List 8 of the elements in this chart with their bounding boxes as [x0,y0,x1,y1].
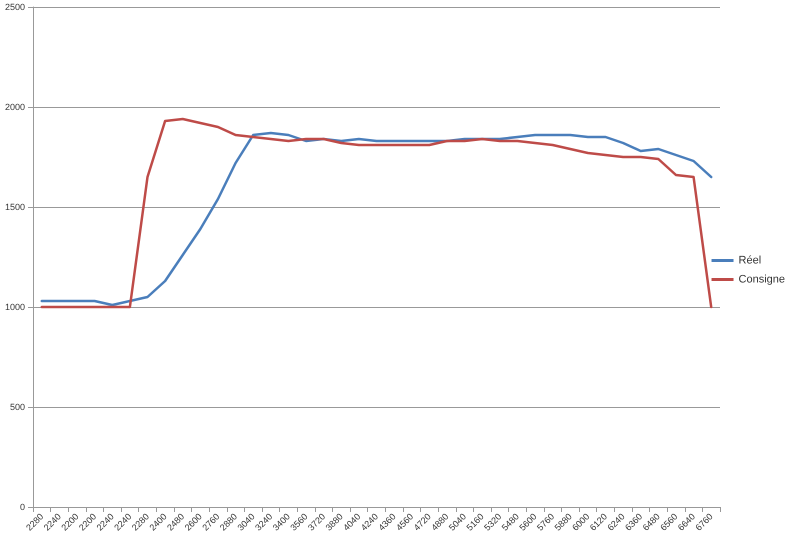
legend-label: Consigne [738,274,786,286]
y-tick-label: 0 [20,502,25,512]
y-tick-label: 2000 [4,102,25,112]
y-tick-label: 500 [10,402,25,412]
legend-label: Réel [738,254,762,266]
y-tick-label: 2500 [4,2,25,12]
y-tick-label: 1500 [4,202,25,212]
y-tick-label: 1000 [4,302,25,312]
